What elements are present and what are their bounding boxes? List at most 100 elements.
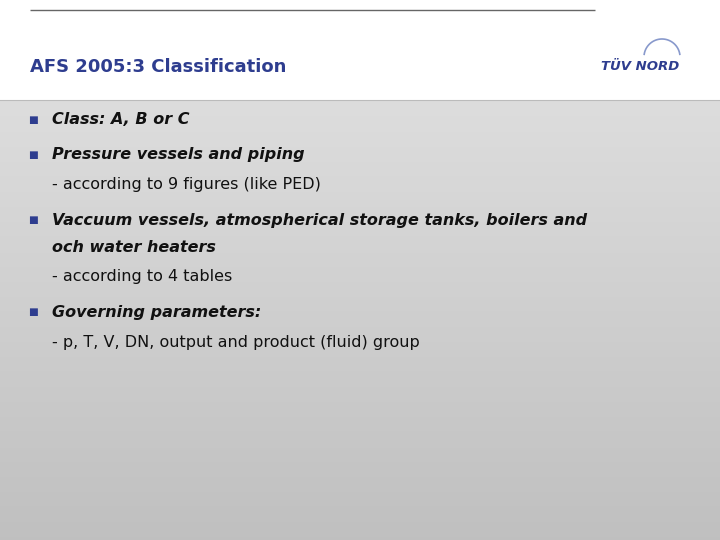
Bar: [0, 300, 720, 301]
Bar: [0, 518, 720, 519]
Bar: [0, 304, 720, 305]
Text: - according to 4 tables: - according to 4 tables: [52, 269, 233, 285]
Bar: [0, 282, 720, 284]
Bar: [0, 524, 720, 525]
Bar: [0, 207, 720, 208]
Bar: [0, 235, 720, 237]
Bar: [0, 509, 720, 511]
Bar: [0, 298, 720, 300]
Bar: [0, 257, 720, 259]
Bar: [0, 100, 720, 102]
Bar: [0, 176, 720, 178]
Bar: [0, 276, 720, 278]
Bar: [0, 403, 720, 405]
Bar: [0, 415, 720, 417]
Bar: [0, 114, 720, 116]
Bar: [0, 489, 720, 490]
Bar: [0, 253, 720, 254]
Bar: [0, 191, 720, 192]
Bar: [0, 182, 720, 184]
Bar: [0, 531, 720, 532]
Bar: [0, 325, 720, 326]
Bar: [0, 368, 720, 370]
Bar: [0, 160, 720, 161]
Bar: [0, 302, 720, 304]
Bar: [0, 491, 720, 493]
Bar: [0, 195, 720, 197]
Bar: [0, 408, 720, 409]
Bar: [0, 467, 720, 468]
Bar: [0, 405, 720, 407]
Bar: [0, 423, 720, 424]
Bar: [0, 521, 720, 522]
Bar: [0, 204, 720, 206]
Bar: [0, 497, 720, 499]
Bar: [0, 393, 720, 395]
Text: Pressure vessels and piping: Pressure vessels and piping: [52, 147, 305, 163]
Text: ■: ■: [28, 150, 37, 160]
Bar: [0, 166, 720, 167]
Bar: [0, 315, 720, 317]
Bar: [0, 321, 720, 323]
Text: AFS 2005:3 Classification: AFS 2005:3 Classification: [30, 58, 287, 76]
Bar: [0, 217, 720, 219]
Bar: [0, 460, 720, 461]
Bar: [0, 159, 720, 160]
Bar: [0, 376, 720, 377]
Bar: [0, 206, 720, 207]
Bar: [0, 103, 720, 104]
Bar: [0, 132, 720, 134]
Bar: [0, 429, 720, 430]
Bar: [0, 332, 720, 333]
Bar: [0, 291, 720, 292]
Bar: [0, 427, 720, 429]
Bar: [0, 145, 720, 147]
Bar: [0, 112, 720, 113]
Bar: [0, 185, 720, 186]
Bar: [0, 239, 720, 241]
Bar: [0, 295, 720, 296]
Bar: [0, 342, 720, 343]
Bar: [0, 367, 720, 368]
Text: Class: A, B or C: Class: A, B or C: [52, 112, 189, 127]
Bar: [0, 468, 720, 470]
Bar: [0, 475, 720, 477]
Text: - according to 9 figures (like PED): - according to 9 figures (like PED): [52, 178, 321, 192]
Bar: [0, 289, 720, 291]
Bar: [0, 379, 720, 380]
Bar: [0, 534, 720, 536]
Bar: [0, 151, 720, 153]
Bar: [0, 329, 720, 330]
Bar: [0, 382, 720, 383]
Bar: [0, 134, 720, 135]
Bar: [0, 222, 720, 223]
Bar: [0, 255, 720, 257]
Bar: [0, 452, 720, 454]
Bar: [0, 514, 720, 515]
Bar: [0, 327, 720, 329]
Bar: [0, 395, 720, 396]
Bar: [0, 245, 720, 247]
Bar: [0, 104, 720, 106]
Bar: [0, 320, 720, 321]
Bar: [0, 294, 720, 295]
Bar: [0, 349, 720, 351]
Bar: [0, 486, 720, 487]
Bar: [0, 496, 720, 497]
Bar: [0, 188, 720, 190]
Text: TÜV NORD: TÜV NORD: [601, 60, 679, 73]
Bar: [0, 346, 720, 348]
Bar: [0, 399, 720, 401]
Bar: [0, 171, 720, 172]
Bar: [0, 301, 720, 302]
Text: och water heaters: och water heaters: [52, 240, 216, 254]
Bar: [0, 272, 720, 273]
Bar: [0, 131, 720, 132]
Bar: [0, 456, 720, 458]
Bar: [0, 311, 720, 313]
Bar: [0, 336, 720, 338]
Bar: [0, 374, 720, 376]
Bar: [0, 157, 720, 159]
Bar: [0, 502, 720, 503]
Bar: [0, 122, 720, 124]
